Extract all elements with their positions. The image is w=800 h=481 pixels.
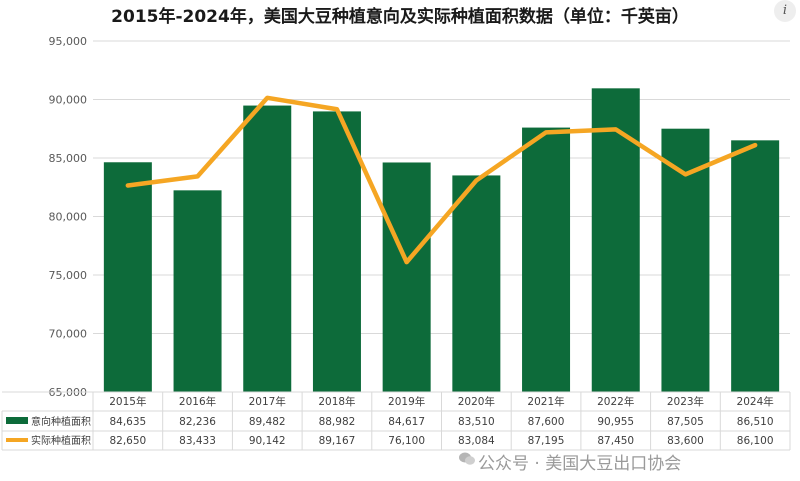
bar <box>103 162 152 392</box>
line-series <box>125 95 758 265</box>
bar <box>452 175 501 392</box>
chart-title: 2015年-2024年，美国大豆种植意向及实际种植面积数据（单位：千英亩） <box>111 7 689 27</box>
data-label: 87,195 <box>528 435 565 447</box>
bar <box>591 88 640 392</box>
bar <box>522 127 571 392</box>
info-icon[interactable]: i <box>774 0 796 22</box>
bar <box>382 162 431 392</box>
data-label: 87,505 <box>667 416 704 428</box>
wechat-icon <box>459 452 475 465</box>
y-tick-label: 95,000 <box>49 35 88 48</box>
line-point <box>126 183 130 187</box>
line-point <box>614 127 618 131</box>
x-tick-label: 2022年 <box>597 395 634 408</box>
line-point <box>265 96 269 100</box>
bar <box>312 111 361 393</box>
line-point <box>405 260 409 264</box>
y-tick-label: 80,000 <box>49 211 88 224</box>
x-tick-label: 2020年 <box>458 395 495 408</box>
x-tick-label: 2019年 <box>388 395 425 408</box>
data-label: 89,167 <box>319 435 356 447</box>
x-tick-label: 2017年 <box>249 395 286 408</box>
x-tick-label: 2018年 <box>318 395 355 408</box>
bar <box>731 140 780 392</box>
x-tick-label: 2021年 <box>527 395 564 408</box>
legend-swatch-bar <box>6 417 28 424</box>
data-label: 82,650 <box>109 435 146 447</box>
data-label: 90,142 <box>249 435 286 447</box>
data-label: 90,955 <box>597 416 634 428</box>
data-label: 84,617 <box>388 416 425 428</box>
y-tick-label: 75,000 <box>49 269 88 282</box>
line-point <box>683 172 687 176</box>
legend-label: 意向种植面积 <box>31 415 91 428</box>
line-point <box>753 143 757 147</box>
x-tick-label: 2024年 <box>737 395 774 408</box>
x-tick-label: 2016年 <box>179 395 216 408</box>
data-label: 83,433 <box>179 435 216 447</box>
legend-label: 实际种植面积 <box>31 434 91 447</box>
data-label: 82,236 <box>179 416 216 428</box>
data-label: 88,982 <box>319 416 356 428</box>
data-label: 86,510 <box>737 416 774 428</box>
y-tick-label: 85,000 <box>49 152 88 165</box>
data-label: 89,482 <box>249 416 286 428</box>
y-tick-label: 90,000 <box>49 94 88 107</box>
data-label: 83,084 <box>458 435 495 447</box>
line-point <box>196 174 200 178</box>
bar <box>173 190 222 392</box>
series-line <box>125 95 758 265</box>
line-point <box>335 107 339 111</box>
line-point <box>474 178 478 182</box>
data-label: 83,510 <box>458 416 495 428</box>
data-label: 87,450 <box>597 435 634 447</box>
data-label: 83,600 <box>667 435 704 447</box>
data-label: 86,100 <box>737 435 774 447</box>
y-tick-label: 70,000 <box>49 328 88 341</box>
data-table: 2015年 84,635 82,650 2016年 82,236 83,433 2017年 8… <box>1 391 791 451</box>
data-label: 84,635 <box>109 416 146 428</box>
y-axis: 65,00070,00075,00080,00085,00090,00095,0… <box>49 35 88 399</box>
bar <box>243 105 292 392</box>
x-tick-label: 2023年 <box>667 395 704 408</box>
watermark-text: 公众号 · 美国大豆出口协会 <box>478 454 682 474</box>
line-point <box>544 130 548 134</box>
bar-series <box>103 88 780 393</box>
data-label: 87,600 <box>528 416 565 428</box>
data-label: 76,100 <box>388 435 425 447</box>
x-tick-label: 2015年 <box>109 395 146 408</box>
